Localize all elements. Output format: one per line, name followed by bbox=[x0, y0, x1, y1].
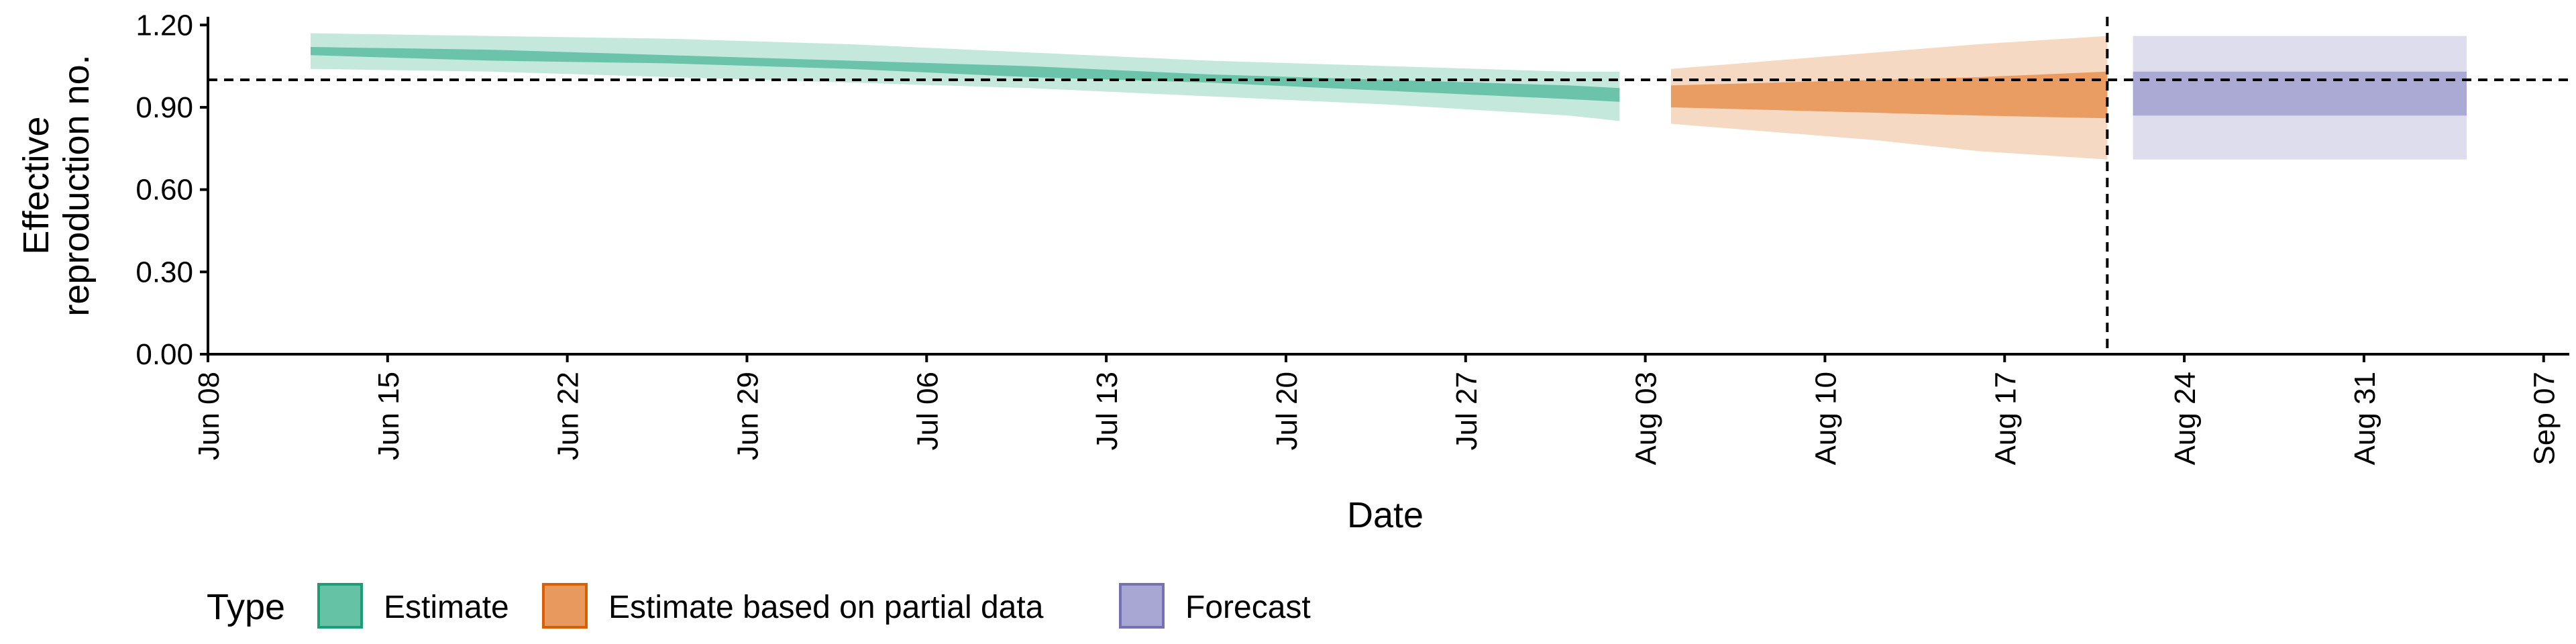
x-tick-label: Aug 17 bbox=[1989, 372, 2022, 465]
y-axis-title-line: reproduction no. bbox=[56, 54, 97, 316]
x-tick-label: Jun 08 bbox=[193, 372, 225, 460]
x-tick-label: Aug 10 bbox=[1809, 372, 1842, 465]
x-tick-label: Aug 31 bbox=[2349, 372, 2381, 465]
legend-label: Forecast bbox=[1185, 590, 1311, 625]
forecast-50-interval bbox=[2133, 71, 2467, 116]
y-tick-label: 1.20 bbox=[136, 9, 193, 42]
x-tick-label: Sep 07 bbox=[2528, 372, 2561, 465]
x-axis-title: Date bbox=[1347, 495, 1424, 535]
x-tick-label: Jul 20 bbox=[1271, 372, 1303, 450]
reference-lines bbox=[208, 17, 2569, 354]
y-axis-title-line: Effective bbox=[16, 116, 56, 254]
legend-key bbox=[542, 583, 588, 629]
y-tick-label: 0.60 bbox=[136, 174, 193, 207]
y-tick-label: 0.00 bbox=[136, 338, 193, 371]
legend-label: Estimate based on partial data bbox=[608, 590, 1044, 625]
axes: 0.00 0.30 0.60 0.90 1.20 Jun 08 Jun 15 Jun 22 Ju… bbox=[136, 9, 2569, 465]
x-tick-label: Jun 29 bbox=[731, 372, 764, 460]
legend-title: Type bbox=[207, 587, 285, 627]
x-tick-label: Jun 15 bbox=[372, 372, 405, 460]
x-tick-label: Aug 03 bbox=[1630, 372, 1663, 465]
legend-label: Estimate bbox=[384, 590, 509, 625]
x-tick-label: Jul 06 bbox=[911, 372, 944, 450]
estimate-90-interval bbox=[311, 33, 1620, 121]
x-tick-label: Aug 24 bbox=[2169, 372, 2202, 465]
x-tick-label: Jul 13 bbox=[1091, 372, 1124, 450]
legend: Type Estimate Estimate based on partial da… bbox=[207, 583, 1311, 629]
y-axis-title: Effective reproduction no. bbox=[16, 54, 97, 316]
estimate-based-on-partial-data-50-interval bbox=[1670, 71, 2108, 119]
y-tick-label: 0.90 bbox=[136, 91, 193, 124]
x-tick-label: Jul 27 bbox=[1450, 372, 1483, 450]
y-tick-label: 0.30 bbox=[136, 256, 193, 288]
estimate-50-interval bbox=[311, 47, 1620, 102]
ribbon-layer bbox=[311, 33, 2467, 160]
legend-key bbox=[317, 583, 363, 629]
x-tick-label: Jun 22 bbox=[552, 372, 585, 460]
legend-key bbox=[1119, 583, 1165, 629]
